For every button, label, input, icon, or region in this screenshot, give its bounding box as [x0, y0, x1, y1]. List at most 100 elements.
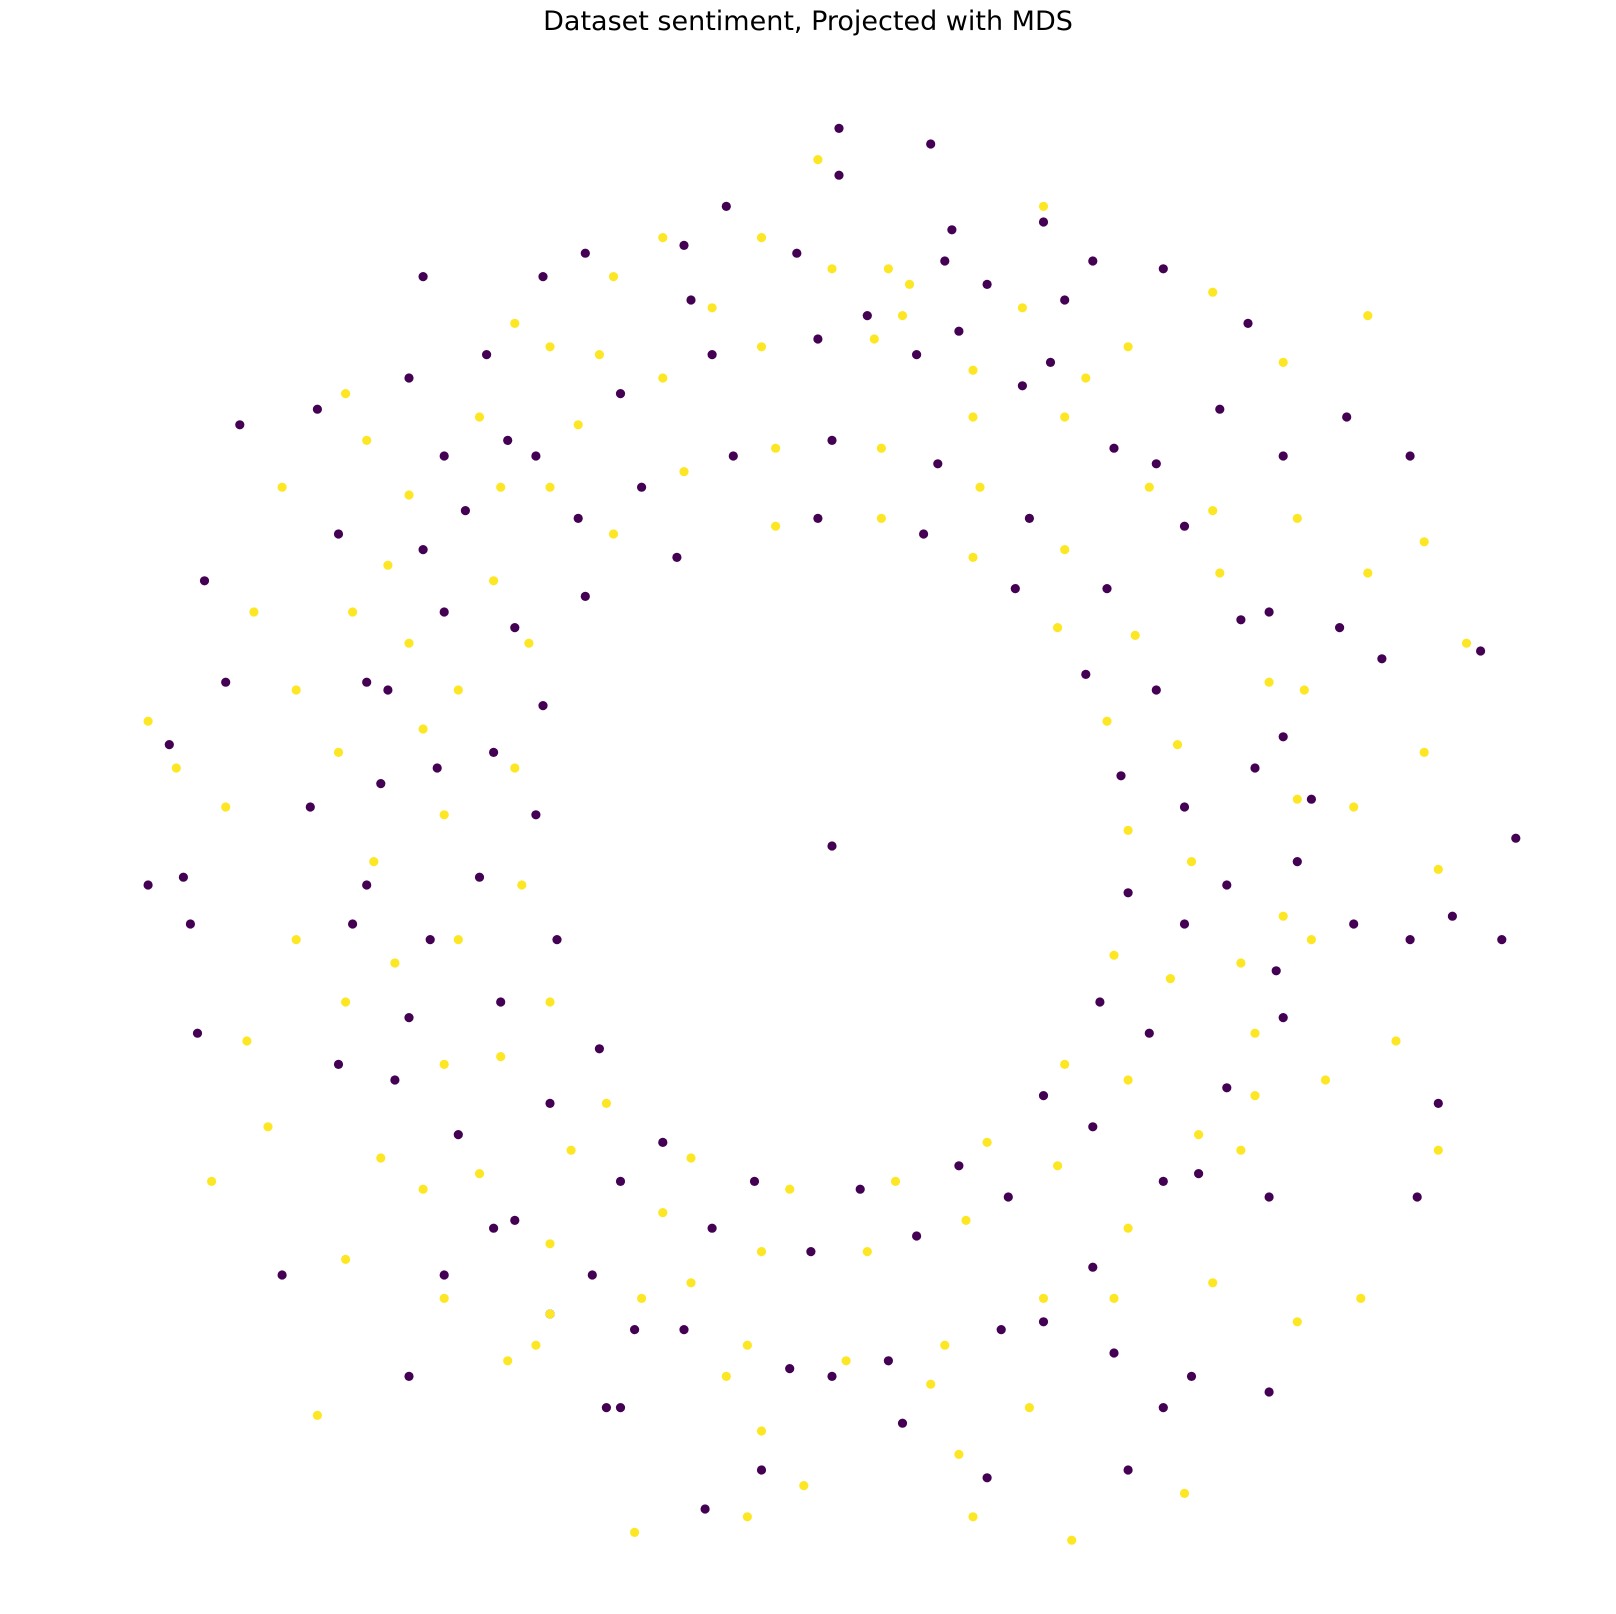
scatter-point-class-1 [1208, 506, 1218, 516]
scatter-point-class-0 [362, 677, 372, 687]
scatter-point-class-0 [1158, 264, 1168, 274]
scatter-point-class-0 [1060, 295, 1070, 305]
scatter-point-class-1 [608, 529, 619, 539]
scatter-point-class-0 [912, 350, 922, 360]
scatter-point-class-0 [1497, 935, 1507, 945]
scatter-point-class-0 [390, 1075, 400, 1085]
scatter-point-class-0 [305, 802, 315, 812]
scatter-point-class-1 [940, 1340, 950, 1350]
scatter-point-class-0 [1412, 1192, 1422, 1202]
scatter-point-class-1 [207, 1176, 217, 1186]
scatter-point-class-1 [249, 607, 259, 617]
scatter-point-class-1 [474, 1169, 485, 1179]
scatter-point-class-0 [1123, 888, 1133, 898]
scatter-point-class-1 [1102, 716, 1112, 726]
scatter-point-class-0 [587, 1270, 597, 1280]
scatter-point-class-0 [862, 311, 872, 321]
scatter-point-class-1 [890, 1176, 901, 1186]
scatter-point-class-1 [601, 1098, 612, 1108]
scatter-point-class-1 [1391, 1036, 1401, 1046]
scatter-point-class-0 [933, 459, 943, 469]
scatter-point-class-1 [968, 412, 978, 422]
scatter-point-class-0 [538, 701, 548, 711]
scatter-point-class-1 [1186, 857, 1197, 867]
scatter-point-class-0 [1264, 1192, 1274, 1202]
scatter-point-class-0 [439, 1270, 449, 1280]
scatter-point-class-1 [362, 435, 372, 445]
scatter-point-class-0 [1222, 1083, 1232, 1093]
scatter-point-class-1 [453, 685, 463, 695]
scatter-point-class-0 [1179, 802, 1190, 812]
scatter-point-class-1 [453, 935, 463, 945]
scatter-point-class-0 [333, 1059, 344, 1069]
scatter-point-class-1 [721, 1371, 731, 1381]
scatter-point-class-0 [806, 1247, 816, 1257]
scatter-point-class-0 [1349, 919, 1359, 929]
scatter-point-class-1 [961, 1215, 971, 1225]
scatter-point-class-0 [996, 1325, 1006, 1335]
scatter-point-class-1 [1144, 482, 1154, 492]
scatter-point-class-1 [263, 1122, 273, 1132]
scatter-point-class-0 [1179, 919, 1190, 929]
scatter-point-class-0 [1250, 763, 1260, 773]
scatter-point-class-1 [1356, 1293, 1366, 1303]
scatter-point-class-0 [834, 170, 844, 180]
scatter-point-class-0 [474, 872, 485, 882]
scatter-point-class-0 [1158, 1403, 1168, 1413]
scatter-point-class-0 [700, 1504, 710, 1514]
scatter-point-class-1 [1060, 1059, 1070, 1069]
scatter-point-class-1 [1123, 342, 1133, 352]
scatter-point-class-1 [954, 1449, 964, 1459]
scatter-point-class-1 [1060, 545, 1070, 555]
scatter-point-class-1 [1172, 740, 1183, 750]
scatter-point-class-1 [291, 685, 301, 695]
scatter-point-class-1 [1038, 201, 1049, 211]
scatter-point-class-0 [1116, 771, 1126, 781]
scatter-point-class-0 [1236, 615, 1246, 625]
scatter-point-class-1 [348, 607, 358, 617]
scatter-point-class-1 [637, 1293, 647, 1303]
scatter-point-class-0 [728, 451, 738, 461]
scatter-point-class-1 [1053, 1161, 1063, 1171]
scatter-point-class-0 [333, 529, 344, 539]
scatter-point-class-0 [489, 1223, 499, 1233]
scatter-point-class-1 [545, 1309, 555, 1319]
scatter-point-class-1 [496, 482, 506, 492]
scatter-point-class-1 [869, 334, 879, 344]
scatter-point-class-0 [1278, 451, 1288, 461]
scatter-point-class-0 [1271, 966, 1281, 976]
scatter-point-class-0 [982, 279, 992, 289]
scatter-point-class-1 [1278, 911, 1288, 921]
scatter-point-class-1 [545, 482, 555, 492]
scatter-point-class-0 [1342, 412, 1352, 422]
scatter-point-class-0 [756, 1465, 767, 1475]
scatter-point-class-1 [1109, 950, 1119, 960]
scatter-point-class-1 [291, 935, 301, 945]
scatter-point-class-1 [1349, 802, 1359, 812]
scatter-point-class-0 [1144, 1028, 1154, 1038]
scatter-point-class-0 [510, 623, 520, 633]
scatter-point-class-1 [771, 521, 781, 531]
scatter-point-class-1 [686, 1278, 696, 1288]
scatter-point-class-0 [1476, 646, 1486, 656]
scatter-point-class-0 [1264, 1387, 1274, 1397]
scatter-point-class-1 [171, 763, 181, 773]
scatter-point-class-0 [601, 1403, 612, 1413]
scatter-points [143, 123, 1521, 1545]
scatter-point-class-0 [348, 919, 358, 929]
scatter-point-class-0 [404, 373, 414, 383]
scatter-point-class-0 [503, 435, 513, 445]
scatter-point-class-1 [439, 1293, 449, 1303]
scatter-point-class-1 [1320, 1075, 1331, 1085]
scatter-point-class-1 [404, 638, 414, 648]
scatter-point-class-1 [968, 552, 978, 563]
scatter-point-class-0 [1088, 1262, 1098, 1272]
scatter-point-class-0 [496, 997, 506, 1007]
chart-title: Dataset sentiment, Projected with MDS [543, 6, 1073, 37]
scatter-point-class-1 [1461, 638, 1472, 648]
scatter-point-class-1 [594, 350, 605, 360]
scatter-point-class-0 [594, 1044, 605, 1054]
scatter-point-class-0 [580, 591, 590, 602]
scatter-point-class-1 [1208, 1278, 1218, 1288]
scatter-point-class-1 [658, 1208, 668, 1218]
